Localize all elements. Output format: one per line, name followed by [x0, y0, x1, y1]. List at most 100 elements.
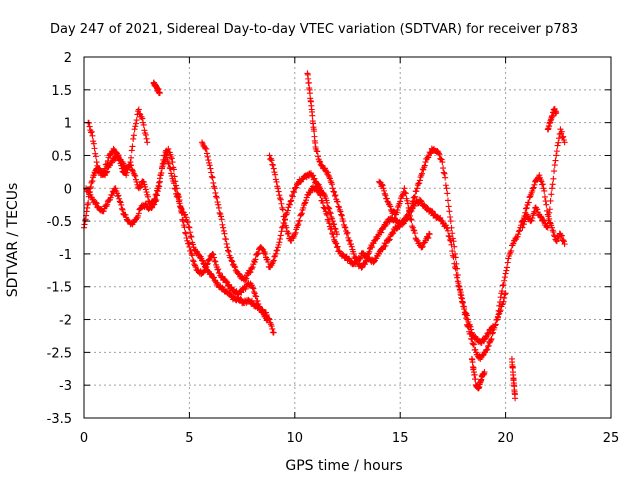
data-point [446, 233, 453, 240]
data-point [321, 204, 328, 211]
data-point [279, 223, 286, 230]
data-point [558, 232, 565, 239]
y-tick-label: -2 [59, 314, 72, 329]
data-point [156, 175, 163, 182]
data-point [480, 352, 487, 359]
data-point [467, 330, 474, 337]
data-point [489, 330, 496, 337]
data-point [330, 233, 337, 240]
data-point [129, 143, 136, 150]
data-point [264, 316, 271, 323]
data-point [336, 204, 343, 211]
data-point [378, 181, 385, 188]
data-point [536, 172, 543, 179]
data-point [169, 159, 176, 166]
data-point [191, 261, 198, 268]
data-point [170, 166, 177, 173]
x-tick-label: 20 [497, 431, 514, 446]
data-point [211, 185, 218, 192]
data-point [450, 238, 457, 245]
data-point [340, 218, 347, 225]
data-point [338, 212, 345, 219]
data-point [329, 230, 336, 237]
data-point [553, 152, 560, 159]
data-point [175, 194, 182, 201]
data-point [151, 195, 158, 202]
data-point [503, 267, 510, 274]
data-point [500, 281, 507, 288]
data-point [495, 307, 502, 314]
data-point [205, 157, 212, 164]
data-point [334, 198, 341, 205]
data-point [453, 260, 460, 267]
data-point [426, 231, 433, 238]
x-tick-label: 0 [80, 431, 88, 446]
data-point [252, 292, 259, 299]
data-point [551, 168, 558, 175]
data-point [326, 220, 333, 227]
y-axis-label: SDTVAR / TECUs [5, 183, 21, 298]
data-point [210, 254, 217, 261]
data-point [409, 198, 416, 205]
data-point [213, 194, 220, 201]
data-point [397, 198, 404, 205]
data-point [116, 198, 123, 205]
data-point [554, 142, 561, 149]
data-point [253, 293, 260, 300]
data-point [499, 288, 506, 295]
data-point [379, 182, 386, 189]
data-point [170, 180, 177, 187]
data-point [387, 203, 394, 210]
data-point [558, 128, 565, 135]
data-point [91, 145, 98, 152]
data-point [492, 322, 499, 329]
data-point [115, 152, 122, 159]
data-point [166, 164, 173, 171]
data-point [317, 159, 324, 166]
data-point [182, 229, 189, 236]
y-tick-label: 2 [64, 51, 72, 66]
data-point [343, 230, 350, 237]
data-point [290, 188, 297, 195]
data-point [560, 237, 567, 244]
data-point [115, 192, 122, 199]
data-point [184, 237, 191, 244]
data-points [81, 70, 568, 402]
data-point [515, 231, 522, 238]
data-point [328, 225, 335, 232]
data-point [109, 159, 116, 166]
data-point [86, 123, 93, 130]
data-point [332, 239, 339, 246]
data-point [104, 157, 111, 164]
y-tick-label: 0.5 [51, 149, 72, 164]
data-point [414, 185, 421, 192]
data-point [288, 197, 295, 204]
data-point [89, 132, 96, 139]
data-point [440, 169, 447, 176]
data-point [543, 201, 550, 208]
data-point [135, 210, 142, 217]
data-point [274, 247, 281, 254]
data-point [462, 311, 469, 318]
data-point [317, 161, 324, 168]
x-tick-label: 5 [185, 431, 193, 446]
data-point [149, 199, 156, 206]
data-point [285, 204, 292, 211]
data-point [317, 192, 324, 199]
data-point [310, 172, 317, 179]
data-point [405, 211, 412, 218]
data-point [444, 227, 451, 234]
data-point [276, 239, 283, 246]
data-point [411, 230, 418, 237]
data-point [231, 263, 238, 270]
data-point [421, 201, 428, 208]
data-point [386, 236, 393, 243]
data-point [381, 187, 388, 194]
data-point [147, 204, 154, 211]
data-point [135, 212, 142, 219]
data-point [417, 197, 424, 204]
data-point [204, 153, 211, 160]
data-point [127, 159, 134, 166]
data-point [128, 147, 135, 154]
